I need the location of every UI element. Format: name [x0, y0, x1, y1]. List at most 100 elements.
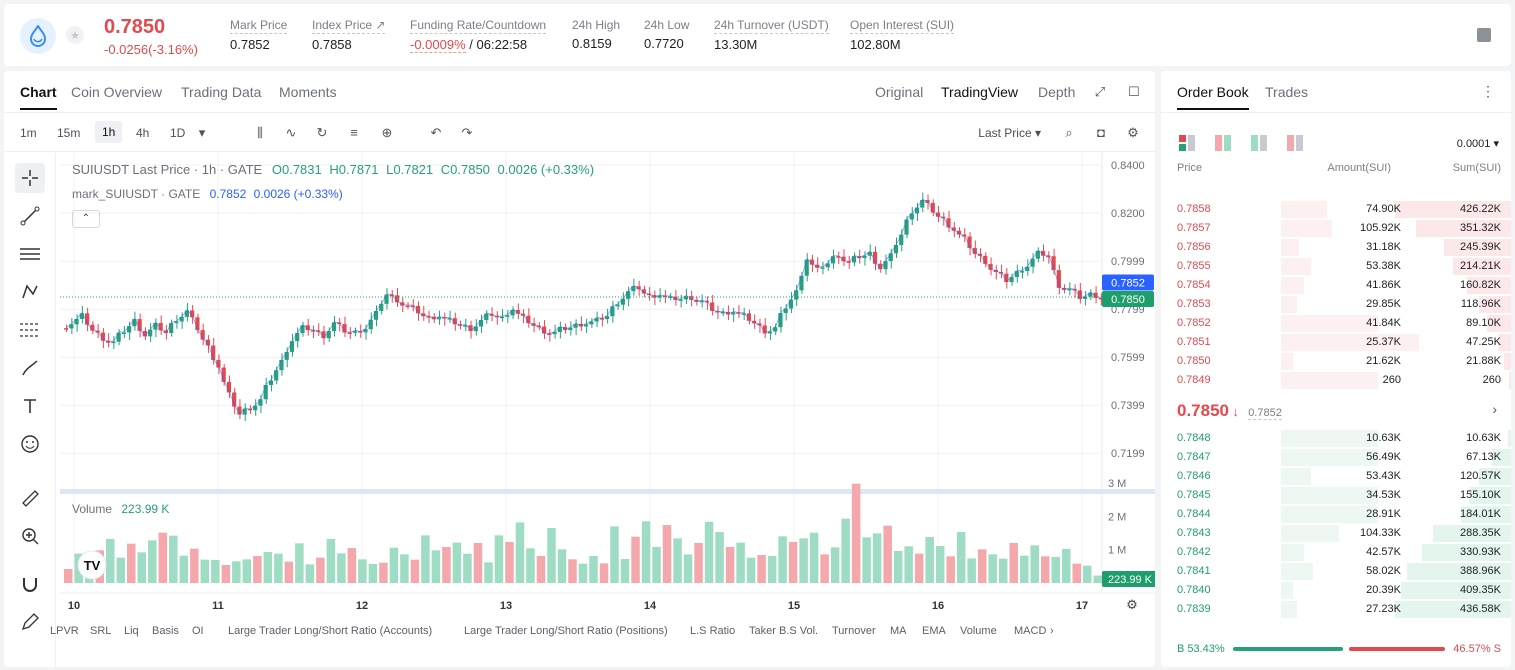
brush-icon[interactable]: [15, 353, 45, 383]
indicator-lpvr[interactable]: LPVR: [50, 625, 79, 637]
favorite-star-icon[interactable]: ★: [66, 26, 84, 44]
chart-panel: Chart Coin Overview Trading Data Moments…: [4, 71, 1155, 667]
indicator-l-s-ratio[interactable]: L.S Ratio: [690, 625, 736, 637]
chevron-right-icon[interactable]: ›: [1492, 401, 1497, 417]
precision-select[interactable]: 0.0001 ▾: [1456, 138, 1499, 150]
bid-row[interactable]: 0.7848 10.63K 10.63K: [1161, 429, 1511, 448]
candle-body: [100, 332, 105, 341]
view-depth[interactable]: Depth: [1038, 84, 1076, 100]
search-icon[interactable]: ⌕: [1065, 125, 1073, 140]
indicator-volume[interactable]: Volume: [960, 625, 997, 637]
x-tick-label: 14: [644, 600, 657, 612]
candle-type-icon[interactable]: ⫼: [257, 125, 263, 140]
bid-row[interactable]: 0.7840 20.39K 409.35K: [1161, 581, 1511, 600]
pencil-icon[interactable]: [15, 607, 45, 637]
indicator-basis[interactable]: Basis: [152, 625, 179, 637]
bid-row[interactable]: 0.7845 34.53K 155.10K: [1161, 486, 1511, 505]
indicator-macd[interactable]: MACD: [1014, 625, 1047, 637]
interval-4h[interactable]: 4h: [136, 126, 150, 140]
ask-row[interactable]: 0.7858 74.90K 426.22K: [1161, 200, 1511, 219]
tab-trades[interactable]: Trades: [1265, 84, 1309, 100]
redo-icon[interactable]: ↷: [461, 125, 473, 140]
settings-list-icon[interactable]: ≡: [350, 125, 358, 140]
bid-row[interactable]: 0.7847 56.49K 67.13K: [1161, 448, 1511, 467]
chevron-right-icon[interactable]: ›: [1050, 625, 1054, 637]
ask-row[interactable]: 0.7850 21.62K 21.88K: [1161, 352, 1511, 371]
magnet-icon[interactable]: [15, 569, 45, 599]
indicator-large-trader-long-short-ratio-positions-[interactable]: Large Trader Long/Short Ratio (Positions…: [464, 625, 668, 637]
volume-bar: [1051, 557, 1060, 583]
indicator-ema[interactable]: EMA: [922, 625, 946, 637]
candle-body: [526, 315, 531, 324]
bid-row[interactable]: 0.7842 42.57K 330.93K: [1161, 543, 1511, 562]
hlines-icon[interactable]: [15, 239, 45, 269]
add-indicator-icon[interactable]: ⊕: [381, 125, 393, 140]
candle-body: [794, 290, 799, 300]
ask-row[interactable]: 0.7854 41.86K 160.82K: [1161, 276, 1511, 295]
ask-row[interactable]: 0.7857 105.92K 351.32K: [1161, 219, 1511, 238]
emoji-icon[interactable]: [15, 429, 45, 459]
undo-icon[interactable]: ↶: [430, 125, 442, 140]
tab-trading-data[interactable]: Trading Data: [181, 84, 262, 100]
candle-body: [400, 302, 405, 306]
indicator-oi[interactable]: OI: [192, 625, 204, 637]
interval-dropdown-icon[interactable]: ▾: [198, 125, 206, 140]
indicator-taker-b-s-vol-[interactable]: Taker B.S Vol.: [749, 625, 819, 637]
tab-order-book[interactable]: Order Book: [1177, 84, 1249, 110]
ruler-icon[interactable]: [15, 483, 45, 513]
trendline-icon[interactable]: [15, 201, 45, 231]
indicator-large-trader-long-short-ratio-accounts-[interactable]: Large Trader Long/Short Ratio (Accounts): [228, 625, 433, 637]
gear-icon[interactable]: ⚙: [1127, 125, 1139, 140]
indicator-ma[interactable]: MA: [890, 625, 907, 637]
view-tradingview[interactable]: TradingView: [941, 84, 1019, 100]
indicator-srl[interactable]: SRL: [90, 625, 112, 637]
book-view-asks-icon[interactable]: [1287, 135, 1303, 154]
ask-row[interactable]: 0.7855 53.38K 214.21K: [1161, 257, 1511, 276]
interval-1m[interactable]: 1m: [20, 126, 37, 140]
fib-icon[interactable]: [15, 315, 45, 345]
tab-moments[interactable]: Moments: [279, 84, 337, 100]
bid-row[interactable]: 0.7839 27.23K 436.58K: [1161, 600, 1511, 619]
bid-row[interactable]: 0.7841 58.02K 388.96K: [1161, 562, 1511, 581]
depth-bar: [1466, 277, 1511, 294]
window-icon[interactable]: ☐: [1128, 84, 1140, 99]
pattern-icon[interactable]: [15, 277, 45, 307]
ask-row[interactable]: 0.7849 260 260: [1161, 371, 1511, 390]
bid-row[interactable]: 0.7846 53.43K 120.57K: [1161, 467, 1511, 486]
text-icon[interactable]: [15, 391, 45, 421]
fullscreen-icon[interactable]: ⤢: [1094, 84, 1106, 99]
ask-row[interactable]: 0.7856 31.18K 245.39K: [1161, 238, 1511, 257]
bid-row[interactable]: 0.7844 28.91K 184.01K: [1161, 505, 1511, 524]
tab-coin-overview[interactable]: Coin Overview: [71, 84, 163, 100]
bid-row[interactable]: 0.7843 104.33K 288.35K: [1161, 524, 1511, 543]
sui-logo-icon: [20, 18, 56, 54]
tab-chart[interactable]: Chart: [20, 84, 57, 110]
candle-body: [237, 406, 242, 415]
ask-row[interactable]: 0.7853 29.85K 118.96K: [1161, 295, 1511, 314]
indicator-icon[interactable]: ∿: [285, 125, 297, 140]
volume-bar: [1030, 545, 1039, 583]
book-view-both-icon[interactable]: [1179, 135, 1195, 154]
interval-1d[interactable]: 1D: [170, 126, 186, 140]
more-options-icon[interactable]: ⋮: [1481, 83, 1495, 99]
indicator-turnover[interactable]: Turnover: [832, 625, 876, 637]
book-view-split-icon[interactable]: [1215, 135, 1231, 154]
crosshair-icon[interactable]: [15, 163, 45, 193]
candlestick-chart[interactable]: 10 11 12 13 14 15 16 17 0.8400 0.8200 0.7999 0.7799…: [60, 153, 1155, 613]
interval-15m[interactable]: 15m: [57, 126, 81, 140]
candle-body: [216, 359, 221, 368]
zoom-icon[interactable]: [15, 521, 45, 551]
ask-row[interactable]: 0.7852 41.84K 89.10K: [1161, 314, 1511, 333]
mid-price-row[interactable]: 0.7850 ↓ 0.7852: [1177, 401, 1282, 421]
view-original[interactable]: Original: [875, 84, 924, 100]
ask-row[interactable]: 0.7851 25.37K 47.25K: [1161, 333, 1511, 352]
guide-book-icon[interactable]: [1477, 28, 1491, 42]
collapse-legend-button[interactable]: ⌃: [72, 210, 100, 228]
replay-icon[interactable]: ↻: [316, 125, 328, 140]
book-view-bids-icon[interactable]: [1251, 135, 1267, 154]
stat-index-price[interactable]: Index Price ↗ 0.7858: [312, 18, 386, 52]
camera-icon[interactable]: ◘: [1097, 125, 1105, 140]
interval-1h[interactable]: 1h: [95, 121, 123, 143]
price-type-select[interactable]: Last Price ▾: [978, 126, 1041, 140]
indicator-liq[interactable]: Liq: [124, 625, 139, 637]
